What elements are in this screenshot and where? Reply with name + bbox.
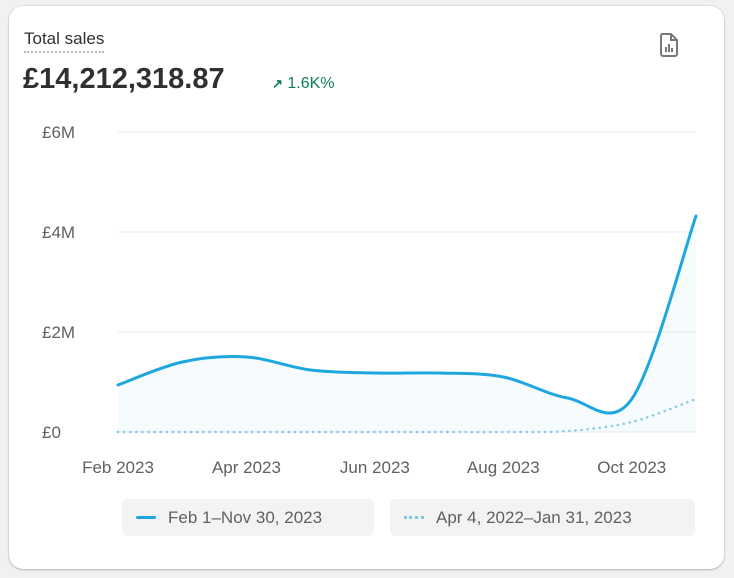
y-tick-label: £0: [42, 423, 61, 442]
arrow-up-right-icon: ↗: [272, 76, 283, 91]
total-sales-value: £14,212,318.87: [23, 63, 225, 95]
x-tick-label: Jun 2023: [340, 458, 410, 477]
legend-label-comparison: Apr 4, 2022–Jan 31, 2023: [436, 507, 632, 527]
change-badge: ↗ 1.6K%: [272, 75, 335, 93]
x-tick-label: Feb 2023: [82, 458, 154, 477]
series-line-current: [116, 214, 698, 415]
series-line-comparison: [116, 397, 698, 434]
report-document-icon[interactable]: [658, 32, 680, 63]
card-title[interactable]: Total sales: [24, 29, 105, 53]
solid-line-swatch-icon: [136, 516, 156, 519]
y-tick-label: £6M: [42, 123, 75, 142]
legend-item-comparison[interactable]: Apr 4, 2022–Jan 31, 2023: [390, 499, 695, 536]
change-value: 1.6K%: [287, 75, 335, 92]
dotted-line-swatch-icon: [404, 516, 424, 519]
y-tick-label: £2M: [42, 323, 75, 342]
x-tick-label: Apr 2023: [212, 458, 281, 477]
legend-item-current[interactable]: Feb 1–Nov 30, 2023: [122, 499, 374, 536]
total-sales-card: [9, 6, 724, 569]
area-fill-current: [118, 216, 696, 432]
legend-label-current: Feb 1–Nov 30, 2023: [168, 507, 323, 527]
x-tick-label: Oct 2023: [597, 458, 666, 477]
y-tick-label: £4M: [42, 223, 75, 242]
x-tick-label: Aug 2023: [467, 458, 540, 477]
